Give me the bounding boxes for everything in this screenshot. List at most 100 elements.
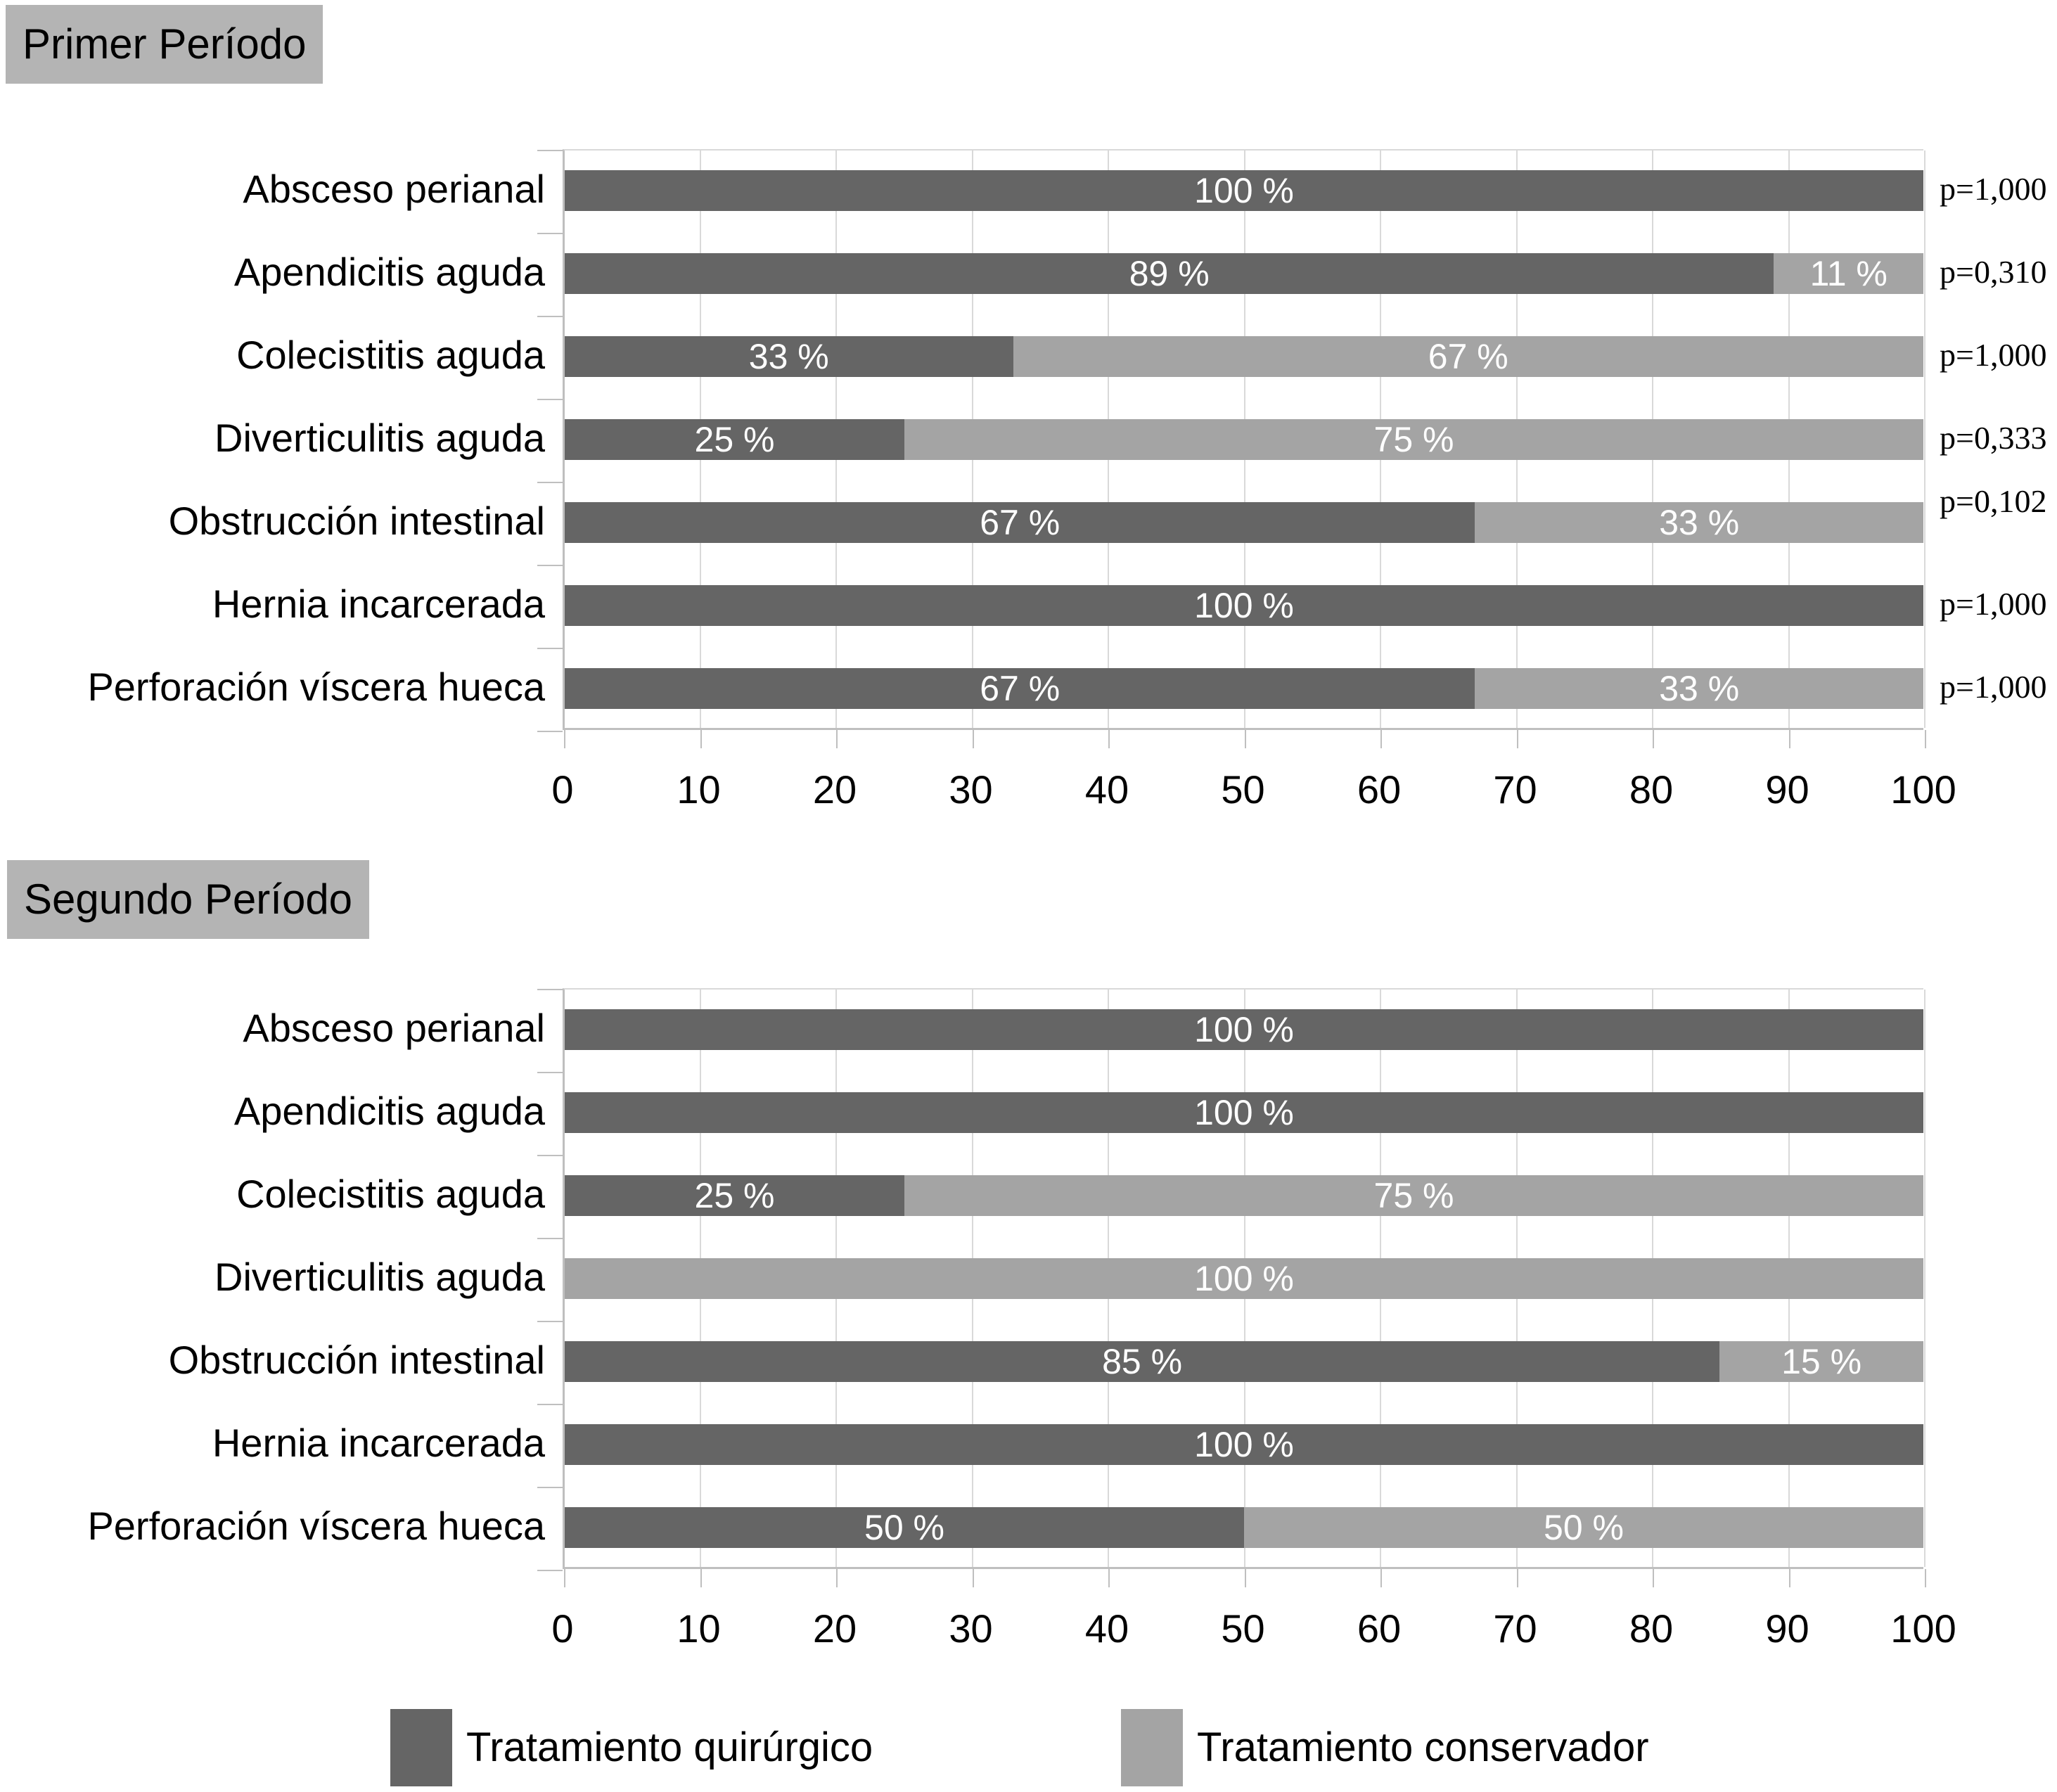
bar-segment-quirurgico: 25 % [565, 419, 904, 460]
bar-value-label: 100 % [1194, 1093, 1294, 1132]
x-tick-label: 100 [1890, 767, 1956, 812]
bar-segment-quirurgico: 89 % [565, 253, 1774, 294]
x-axis-tick [1516, 1569, 1518, 1587]
x-tick-label: 50 [1221, 767, 1265, 812]
p-value-label: p=1,000 [1940, 337, 2047, 373]
p-value-label: p=0,333 [1940, 420, 2047, 456]
category-label: Diverticulitis aguda [214, 1255, 545, 1299]
bar-value-label: 100 % [1194, 1259, 1294, 1298]
x-tick-label: 100 [1890, 1606, 1956, 1651]
category-axis-tick [537, 1238, 563, 1239]
bar-segment-quirurgico: 85 % [565, 1341, 1720, 1382]
category-label: Apendicitis aguda [233, 250, 545, 294]
bar-value-label: 50 % [1544, 1508, 1624, 1547]
legend-label-quirurgico: Tratamiento quirúrgico [466, 1724, 873, 1770]
plot-area: 100 % 100 % 25 % 75 % 100 % 85 % 15 % 100 % 50 %… [537, 988, 1926, 1587]
x-axis-tick [1653, 1569, 1654, 1587]
p-value-label: p=1,000 [1940, 669, 2047, 705]
bar-row: 89 % 11 % [565, 253, 1923, 294]
x-tick-label: 90 [1765, 1606, 1809, 1651]
category-label: Apendicitis aguda [233, 1089, 545, 1133]
x-tick-label: 20 [812, 1606, 857, 1651]
bar-row: 25 % 75 % [565, 1175, 1923, 1216]
bar-segment-quirurgico: 100 % [565, 170, 1923, 211]
bar-row: 25 % 75 % [565, 419, 1923, 460]
bar-segment-conservador: 75 % [904, 419, 1923, 460]
bar-value-label: 67 % [980, 669, 1060, 708]
bar-segment-conservador: 100 % [565, 1258, 1923, 1299]
x-axis-tick [700, 730, 702, 748]
category-label: Obstrucción intestinal [168, 1338, 545, 1382]
x-tick-label: 10 [677, 1606, 721, 1651]
legend-item-quirurgico: Tratamiento quirúrgico [390, 1709, 873, 1786]
bar-segment-conservador: 15 % [1719, 1341, 1923, 1382]
bar-value-label: 85 % [1102, 1342, 1183, 1381]
category-axis-tick [537, 1155, 563, 1156]
bar-segment-quirurgico: 50 % [565, 1507, 1244, 1548]
x-axis-tick [1788, 730, 1790, 748]
bar-segment-quirurgico: 100 % [565, 585, 1923, 626]
bar-segment-quirurgico: 100 % [565, 1424, 1923, 1465]
bar-value-label: 100 % [1194, 1010, 1294, 1049]
bar-segment-quirurgico: 33 % [565, 336, 1013, 377]
x-axis-tick [1925, 730, 1926, 748]
x-axis-tick [836, 1569, 838, 1587]
x-tick-label: 0 [551, 767, 574, 812]
bar-segment-conservador: 33 % [1475, 668, 1923, 709]
category-axis-tick [537, 150, 563, 151]
bar-value-label: 75 % [1373, 420, 1454, 459]
category-axis-tick [537, 648, 563, 649]
x-tick-label: 50 [1221, 1606, 1265, 1651]
bar-segment-quirurgico: 25 % [565, 1175, 904, 1216]
x-axis-tick [1380, 1569, 1382, 1587]
x-tick-label: 10 [677, 767, 721, 812]
category-label: Diverticulitis aguda [214, 416, 545, 460]
p-value-label: p=0,310 [1940, 254, 2047, 290]
bar-value-label: 100 % [1194, 1425, 1294, 1464]
x-axis-tick [1244, 1569, 1246, 1587]
category-axis-tick [537, 1487, 563, 1488]
bar-segment-quirurgico: 67 % [565, 668, 1475, 709]
bar-value-label: 33 % [1659, 503, 1740, 542]
p-value-label: p=0,102 [1940, 483, 2047, 519]
x-tick-label: 70 [1493, 1606, 1537, 1651]
category-axis-tick [537, 233, 563, 234]
bar-value-label: 15 % [1781, 1342, 1862, 1381]
category-axis-tick [537, 316, 563, 317]
bar-value-label: 50 % [864, 1508, 944, 1547]
bar-value-label: 100 % [1194, 171, 1294, 210]
x-axis-tick [972, 730, 974, 748]
category-axis-tick [537, 565, 563, 566]
plot-area: 100 % 89 % 11 % 33 % 67 % 25 % 75 % 67 % 33 % 100… [537, 149, 1926, 748]
bar-value-label: 11 % [1809, 254, 1888, 293]
p-value-label: p=1,000 [1940, 171, 2047, 207]
x-axis-tick [1788, 1569, 1790, 1587]
legend-label-conservador: Tratamiento conservador [1197, 1724, 1649, 1770]
bar-segment-quirurgico: 67 % [565, 502, 1475, 543]
x-tick-label: 80 [1629, 767, 1674, 812]
bar-row: 100 % [565, 1258, 1923, 1299]
bar-segment-quirurgico: 100 % [565, 1009, 1923, 1050]
category-axis-tick [537, 399, 563, 400]
category-axis-tick [537, 731, 563, 732]
x-tick-label: 60 [1357, 767, 1402, 812]
bar-row: 100 % [565, 1092, 1923, 1133]
chart-title-segundo-periodo: Segundo Período [7, 860, 370, 939]
bar-value-label: 33 % [1659, 669, 1740, 708]
legend-item-conservador: Tratamiento conservador [1121, 1709, 1649, 1786]
category-axis-tick [537, 1404, 563, 1405]
bar-value-label: 33 % [748, 337, 829, 376]
x-axis-tick [1244, 730, 1246, 748]
bar-value-label: 67 % [1428, 337, 1508, 376]
p-value-label: p=1,000 [1940, 586, 2047, 622]
x-axis-tick [836, 730, 838, 748]
x-axis-tick [1516, 730, 1518, 748]
category-label: Hernia incarcerada [212, 582, 545, 626]
x-axis-tick [1925, 1569, 1926, 1587]
x-tick-label: 30 [949, 767, 993, 812]
bar-row: 100 % [565, 585, 1923, 626]
bar-value-label: 67 % [980, 503, 1060, 542]
x-tick-label: 0 [551, 1606, 574, 1651]
category-label: Absceso perianal [243, 1006, 545, 1050]
category-axis-tick [537, 482, 563, 483]
